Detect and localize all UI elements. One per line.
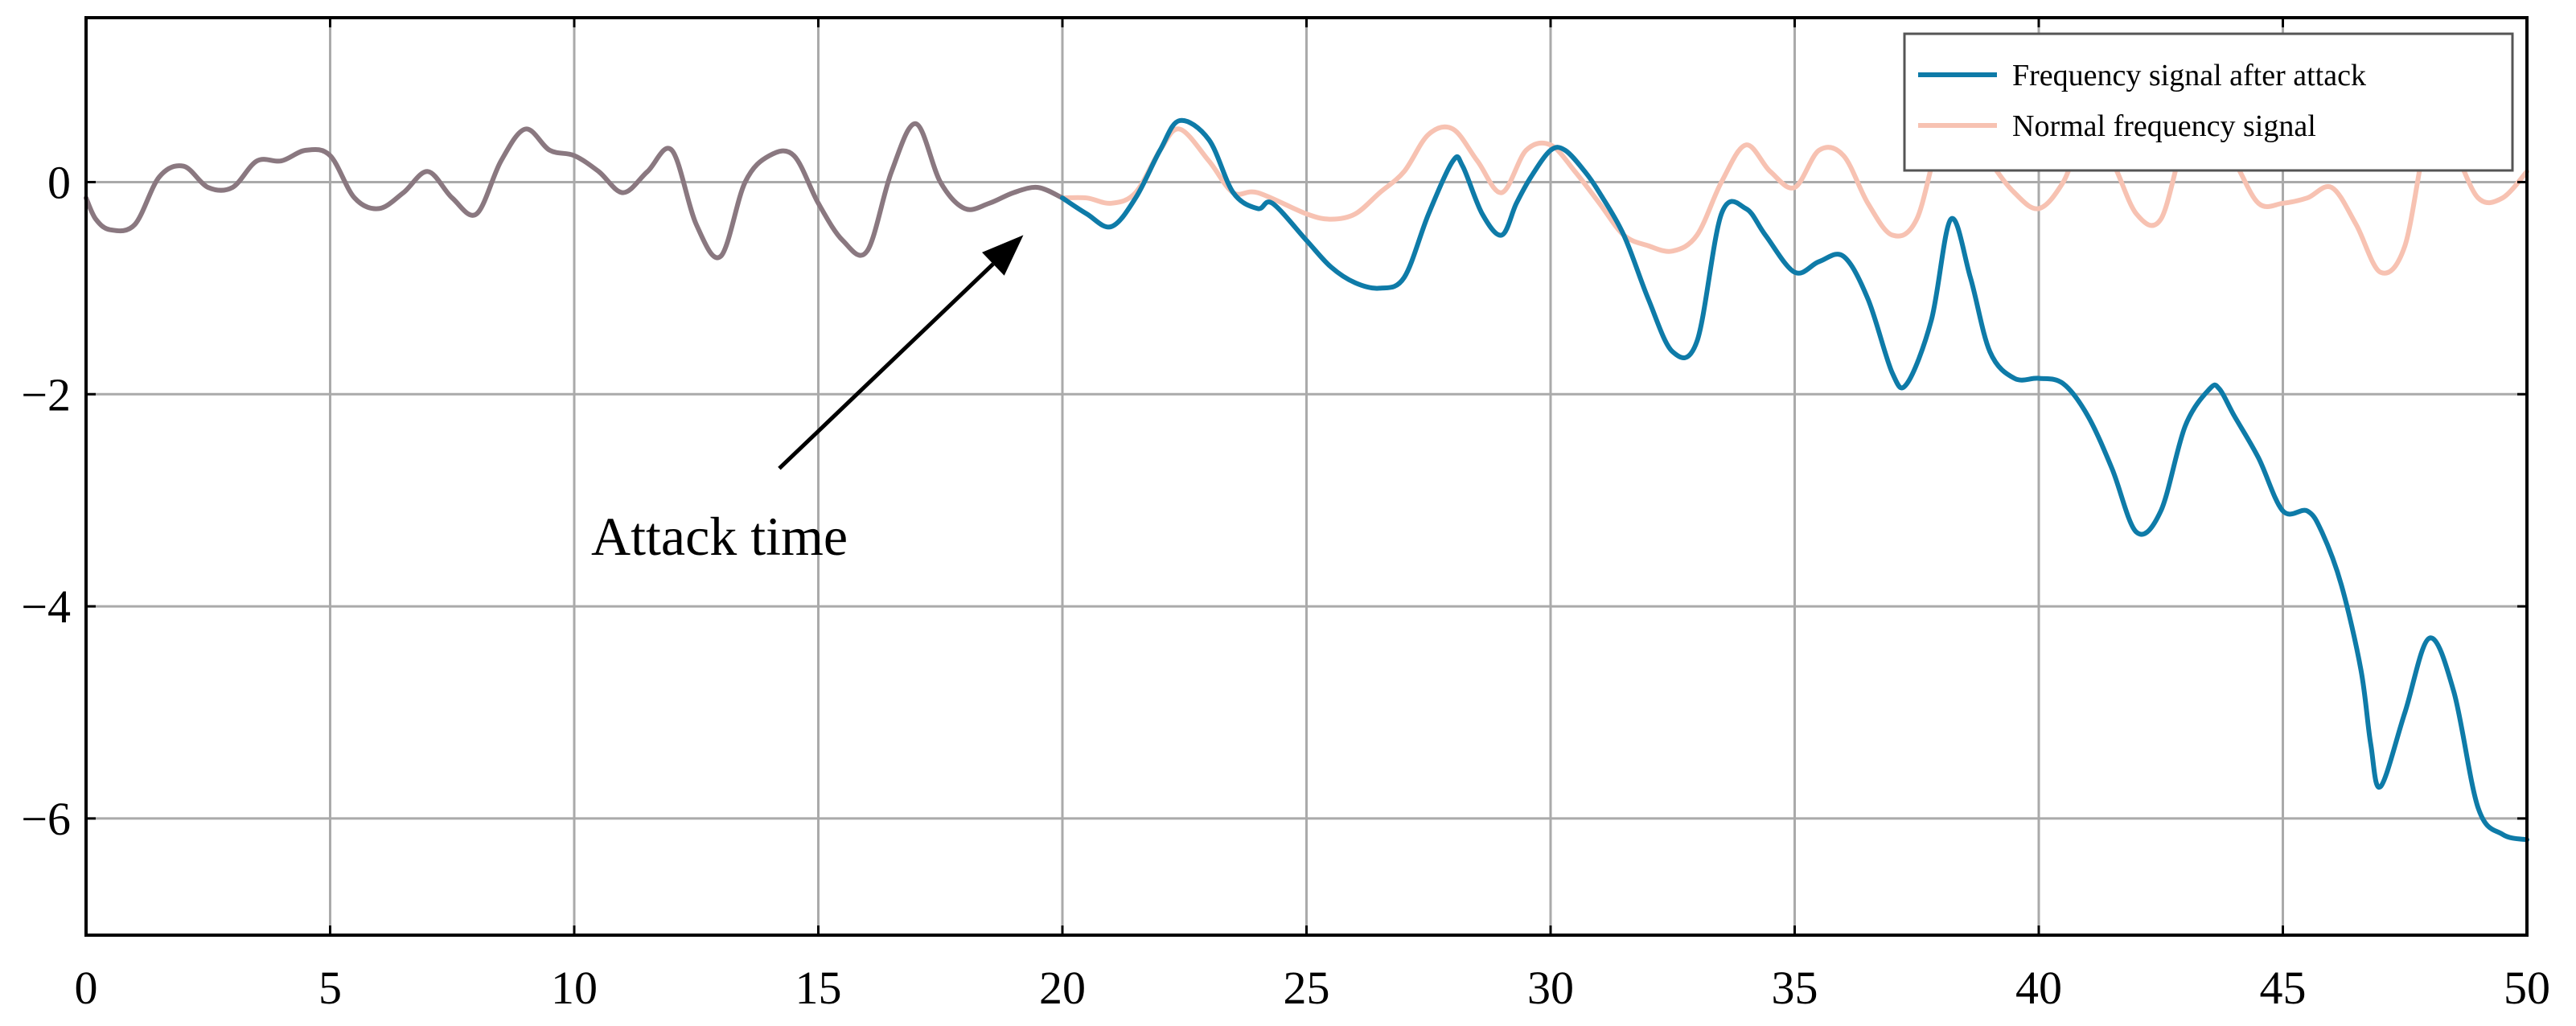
x-tick-label: 30 [1527,962,1574,1014]
series-line-attacked [1060,117,2529,843]
legend-box [1903,32,2514,172]
x-tick-label: 5 [318,962,342,1014]
x-tick-label: 50 [2504,962,2550,1014]
x-tick-label: 25 [1284,962,1330,1014]
x-tick-label: 35 [1772,962,1818,1014]
x-tick-label: 0 [75,962,98,1014]
series-line-before-attack [84,121,1065,261]
y-tick-label: −2 [21,368,71,421]
legend-label-attacked: Frequency signal after attack [2012,59,2366,92]
y-tick-label: −6 [21,793,71,845]
y-tick-label: 0 [47,156,71,208]
attack-time-arrowhead [982,235,1024,276]
attack-time-arrow [778,262,995,470]
legend: Frequency signal after attack Normal fre… [1903,32,2514,172]
annotation: Attack time [591,235,1024,567]
attack-time-label: Attack time [591,506,848,567]
legend-label-normal: Normal frequency signal [2012,109,2316,143]
series-line-normal [1060,114,2529,276]
y-tick-label: −4 [21,581,71,633]
x-tick-label: 15 [795,962,842,1014]
series-layer [84,114,2529,843]
x-tick-label: 40 [2015,962,2062,1014]
axis-ticks: 0 5 10 15 20 25 30 35 40 45 50 0 −2 −4 −6 [21,18,2550,1014]
x-tick-label: 20 [1039,962,1086,1014]
x-tick-label: 10 [551,962,598,1014]
x-tick-label: 45 [2260,962,2307,1014]
